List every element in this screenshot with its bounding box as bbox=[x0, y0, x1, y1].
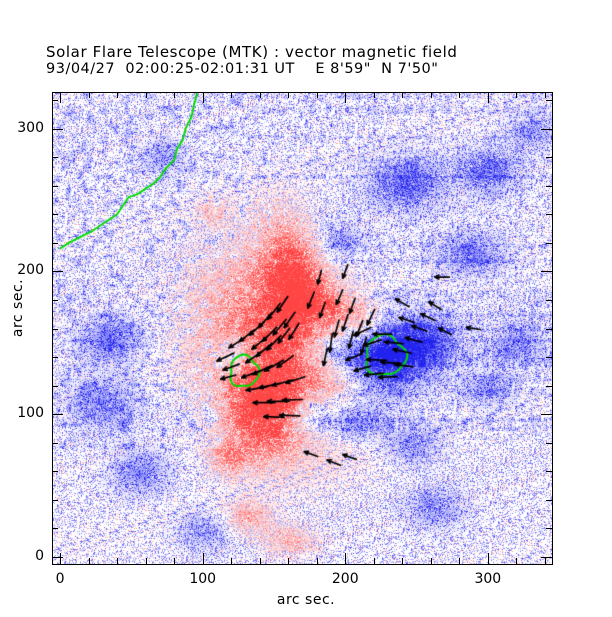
axis-tick bbox=[546, 186, 552, 187]
axis-tick bbox=[546, 471, 552, 472]
axis-tick bbox=[52, 414, 63, 415]
axis-tick bbox=[89, 92, 90, 98]
axis-tick bbox=[117, 558, 118, 564]
axis-tick bbox=[545, 92, 546, 98]
axis-tick bbox=[52, 557, 63, 558]
axis-tick bbox=[546, 329, 552, 330]
axis-tick bbox=[546, 386, 552, 387]
y-axis-title: arc sec. bbox=[10, 278, 26, 338]
magnetogram-plot-area bbox=[52, 92, 553, 565]
axis-tick bbox=[146, 92, 147, 98]
axis-tick bbox=[345, 553, 346, 564]
axis-tick bbox=[374, 558, 375, 564]
axis-tick bbox=[52, 214, 58, 215]
axis-tick bbox=[52, 271, 63, 272]
y-tick-label: 200 bbox=[17, 262, 44, 279]
axis-tick bbox=[546, 443, 552, 444]
magnetogram-image bbox=[53, 93, 552, 564]
axis-tick bbox=[546, 500, 552, 501]
title-line-secondary: 93/04/27 02:00:25-02:01:31 UT E 8'59" N … bbox=[46, 61, 439, 77]
axis-tick bbox=[546, 300, 552, 301]
y-tick-label: 300 bbox=[17, 119, 44, 136]
axis-tick bbox=[516, 558, 517, 564]
y-tick-label: 0 bbox=[35, 547, 44, 564]
axis-tick bbox=[546, 357, 552, 358]
y-tick-label: 100 bbox=[17, 405, 44, 422]
axis-tick bbox=[488, 92, 489, 103]
axis-tick bbox=[203, 553, 204, 564]
x-tick-label: 0 bbox=[55, 571, 65, 587]
axis-tick bbox=[52, 186, 58, 187]
axis-tick bbox=[146, 558, 147, 564]
axis-tick bbox=[541, 129, 552, 130]
axis-tick bbox=[317, 558, 318, 564]
axis-tick bbox=[546, 243, 552, 244]
axis-tick bbox=[402, 92, 403, 98]
axis-tick bbox=[52, 129, 63, 130]
axis-tick bbox=[516, 92, 517, 98]
axis-tick bbox=[231, 92, 232, 98]
axis-tick bbox=[52, 357, 58, 358]
axis-tick bbox=[52, 157, 58, 158]
axis-tick bbox=[52, 471, 58, 472]
chart-title-block: Solar Flare Telescope (MTK) : vector mag… bbox=[46, 44, 566, 78]
axis-tick bbox=[345, 92, 346, 103]
axis-tick bbox=[60, 92, 61, 103]
axis-tick bbox=[541, 557, 552, 558]
axis-tick bbox=[488, 553, 489, 564]
axis-tick bbox=[52, 300, 58, 301]
axis-tick bbox=[52, 500, 58, 501]
axis-tick bbox=[52, 100, 58, 101]
axis-tick bbox=[546, 528, 552, 529]
axis-tick bbox=[174, 92, 175, 98]
axis-tick bbox=[288, 92, 289, 98]
axis-tick bbox=[231, 558, 232, 564]
x-tick-label: 300 bbox=[474, 571, 502, 587]
axis-tick bbox=[546, 157, 552, 158]
axis-tick bbox=[288, 558, 289, 564]
axis-tick bbox=[546, 100, 552, 101]
axis-tick bbox=[374, 92, 375, 98]
axis-tick bbox=[260, 92, 261, 98]
axis-tick bbox=[541, 271, 552, 272]
axis-tick bbox=[459, 92, 460, 98]
axis-tick bbox=[545, 558, 546, 564]
axis-tick bbox=[117, 92, 118, 98]
axis-tick bbox=[459, 558, 460, 564]
axis-tick bbox=[60, 553, 61, 564]
axis-tick bbox=[317, 92, 318, 98]
axis-tick bbox=[402, 558, 403, 564]
axis-tick bbox=[203, 92, 204, 103]
x-tick-label: 100 bbox=[189, 571, 217, 587]
title-line-primary: Solar Flare Telescope (MTK) : vector mag… bbox=[46, 43, 458, 61]
axis-tick bbox=[52, 386, 58, 387]
axis-tick bbox=[546, 214, 552, 215]
axis-tick bbox=[174, 558, 175, 564]
axis-tick bbox=[52, 443, 58, 444]
axis-tick bbox=[52, 528, 58, 529]
x-tick-label: 200 bbox=[331, 571, 359, 587]
axis-tick bbox=[89, 558, 90, 564]
axis-tick bbox=[260, 558, 261, 564]
x-axis-title: arc sec. bbox=[276, 592, 336, 608]
axis-tick bbox=[431, 558, 432, 564]
axis-tick bbox=[52, 329, 58, 330]
axis-tick bbox=[52, 243, 58, 244]
axis-tick bbox=[431, 92, 432, 98]
axis-tick bbox=[541, 414, 552, 415]
